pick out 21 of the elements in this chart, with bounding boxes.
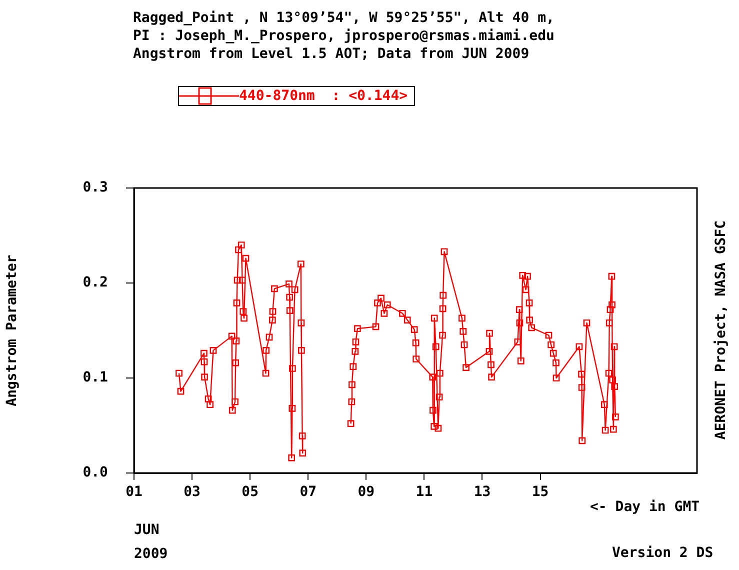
- x-tick-label: 13: [474, 484, 491, 500]
- y-tick-label: 0.3: [82, 180, 108, 196]
- x-tick-label: 03: [184, 484, 200, 500]
- x-tick-label: 01: [126, 484, 142, 500]
- x-tick-label: 07: [300, 484, 317, 500]
- x-tick-label: 11: [416, 484, 433, 500]
- y-axis-title: Angstrom Parameter: [4, 254, 20, 406]
- text: AERONET Project, NASA GSFC: [713, 220, 729, 440]
- y-tick-label: 0.0: [82, 464, 108, 481]
- text: Version 2 DS: [612, 545, 714, 561]
- legend-label: 440-870nm : <0.144>: [239, 88, 408, 104]
- text: 2009: [134, 546, 168, 562]
- x-tick-label: 05: [242, 484, 259, 500]
- x-axis-title: <- Day in GMT: [590, 499, 700, 515]
- text: JUN: [134, 522, 160, 538]
- chart-title: Ragged_Point , N 13°09’54", W 59°25’55", Alt 40 m,: [133, 10, 554, 26]
- y-tick-label: 0.2: [82, 274, 108, 291]
- x-tick-label: 15: [532, 484, 549, 500]
- x-tick-label: 09: [358, 484, 375, 500]
- y-tick-label: 0.1: [82, 370, 108, 386]
- chart-subtitle: PI : Joseph_M._Prospero, jprospero@rsmas.miami.edu Angstrom from Level 1.5 AOT; Data from JUN 2009: [133, 28, 554, 62]
